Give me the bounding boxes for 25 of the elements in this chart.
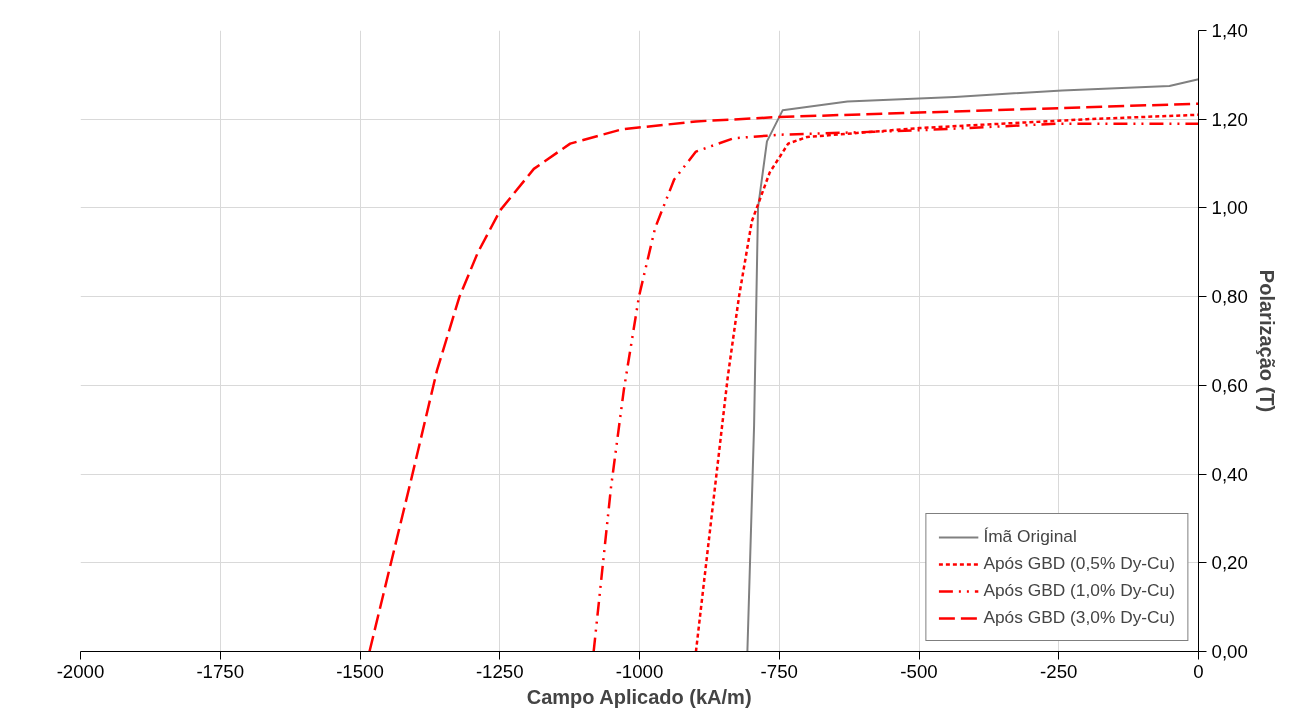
x-tick-label: -1500 (336, 660, 384, 682)
y-tick-label: 0,60 (1211, 374, 1248, 396)
x-axis-title: Campo Aplicado (kA/m) (526, 685, 752, 708)
x-tick-label: -750 (760, 660, 798, 682)
y-axis-title: Polarização (T) (1255, 269, 1278, 413)
x-tick-label: -250 (1040, 660, 1078, 682)
legend-label: Após GBD (0,5% Dy-Cu) (983, 553, 1175, 574)
line-series (368, 102, 1199, 652)
y-tick-label: 1,40 (1211, 20, 1248, 41)
y-tick-label: 1,00 (1211, 197, 1248, 219)
x-tick-label: 0 (1193, 660, 1204, 682)
x-tick-label: -1000 (615, 660, 664, 682)
x-tick-label: -1750 (196, 660, 245, 682)
y-tick-label: 0,00 (1211, 641, 1248, 662)
y-tick-label: 0,20 (1211, 552, 1248, 574)
x-tick-label: -500 (900, 660, 938, 682)
y-tick-label: 0,40 (1211, 463, 1248, 485)
x-tick-label: -1250 (475, 660, 524, 682)
x-tick-label: -2000 (56, 660, 105, 682)
legend-label: Após GBD (1,0% Dy-Cu) (983, 580, 1175, 601)
legend-label: Ímã Original (983, 526, 1077, 547)
y-tick-label: 0,80 (1211, 286, 1248, 308)
legend-label: Após GBD (3,0% Dy-Cu) (983, 607, 1175, 628)
line-series (746, 78, 1199, 652)
y-tick-label: 1,20 (1211, 108, 1248, 130)
